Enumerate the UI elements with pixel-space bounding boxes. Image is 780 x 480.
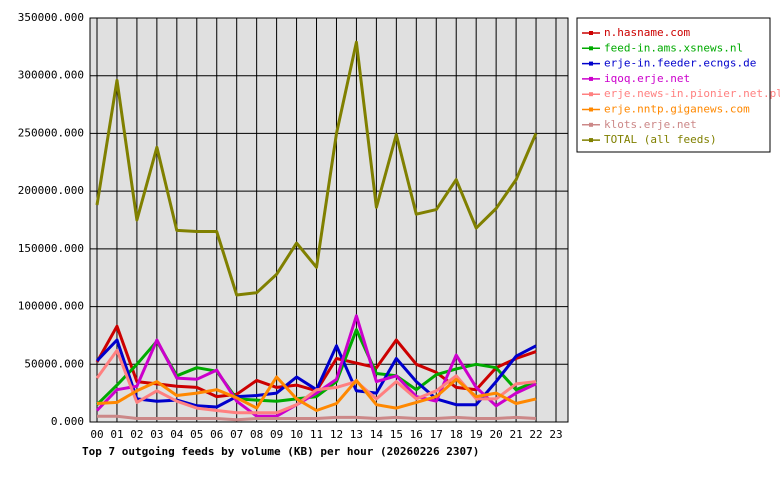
- legend-marker: [589, 138, 593, 143]
- y-tick-label: 0.000: [51, 415, 84, 428]
- x-tick-label: 16: [410, 428, 423, 441]
- legend-label: n.hasname.com: [604, 26, 690, 39]
- plot-area: [89, 17, 569, 423]
- y-tick-label: 100000.000: [18, 300, 84, 313]
- y-tick-label: 350000.000: [18, 11, 84, 24]
- legend-marker: [589, 122, 593, 127]
- x-tick-label: 23: [549, 428, 562, 441]
- legend-marker: [589, 61, 593, 66]
- x-tick-label: 22: [529, 428, 542, 441]
- y-tick-label: 150000.000: [18, 242, 84, 255]
- x-tick-label: 17: [430, 428, 443, 441]
- series-line: [95, 314, 537, 418]
- y-tick-label: 250000.000: [18, 126, 84, 139]
- series-line: [95, 40, 538, 297]
- series-line: [97, 414, 537, 422]
- x-tick-label: 19: [470, 428, 483, 441]
- x-tick-label: 00: [90, 428, 103, 441]
- legend-marker: [589, 46, 593, 51]
- legend-label: erje-in.feeder.ecngs.de: [604, 57, 756, 70]
- x-tick-label: 03: [150, 428, 163, 441]
- legend-label: TOTAL (all feeds): [604, 133, 717, 146]
- y-tick-label: 200000.000: [18, 184, 84, 197]
- x-tick-label: 18: [450, 428, 463, 441]
- y-tick-label: 300000.000: [18, 69, 84, 82]
- x-tick-label: 02: [130, 428, 143, 441]
- legend-label: iqoq.erje.net: [604, 72, 690, 85]
- x-tick-label: 14: [370, 428, 384, 441]
- x-tick-label: 09: [270, 428, 283, 441]
- x-tick-label: 15: [390, 428, 403, 441]
- legend-marker: [589, 31, 593, 35]
- legend-label: klots.erje.net: [604, 118, 697, 131]
- legend-label: erje.news-in.pionier.net.pl: [604, 87, 780, 100]
- x-tick-label: 04: [170, 428, 184, 441]
- legend-marker: [589, 107, 593, 112]
- x-tick-label: 07: [230, 428, 243, 441]
- x-tick-label: 13: [350, 428, 363, 441]
- x-tick-label: 01: [110, 428, 123, 441]
- series-line: [96, 375, 537, 412]
- x-tick-label: 21: [509, 428, 522, 441]
- chart-title: Top 7 outgoing feeds by volume (KB) per …: [82, 445, 479, 458]
- legend-marker: [589, 76, 593, 81]
- legend-marker: [589, 92, 593, 97]
- legend-label: erje.nntp.giganews.com: [604, 103, 750, 116]
- y-tick-label: 50000.000: [24, 357, 84, 370]
- x-tick-label: 08: [250, 428, 263, 441]
- x-tick-label: 06: [210, 428, 223, 441]
- x-tick-label: 20: [490, 428, 503, 441]
- x-tick-label: 10: [290, 428, 303, 441]
- legend: [576, 17, 771, 153]
- x-tick-label: 05: [190, 428, 203, 441]
- x-tick-label: 11: [310, 428, 323, 441]
- x-tick-label: 12: [330, 428, 343, 441]
- legend-label: feed-in.ams.xsnews.nl: [604, 41, 743, 54]
